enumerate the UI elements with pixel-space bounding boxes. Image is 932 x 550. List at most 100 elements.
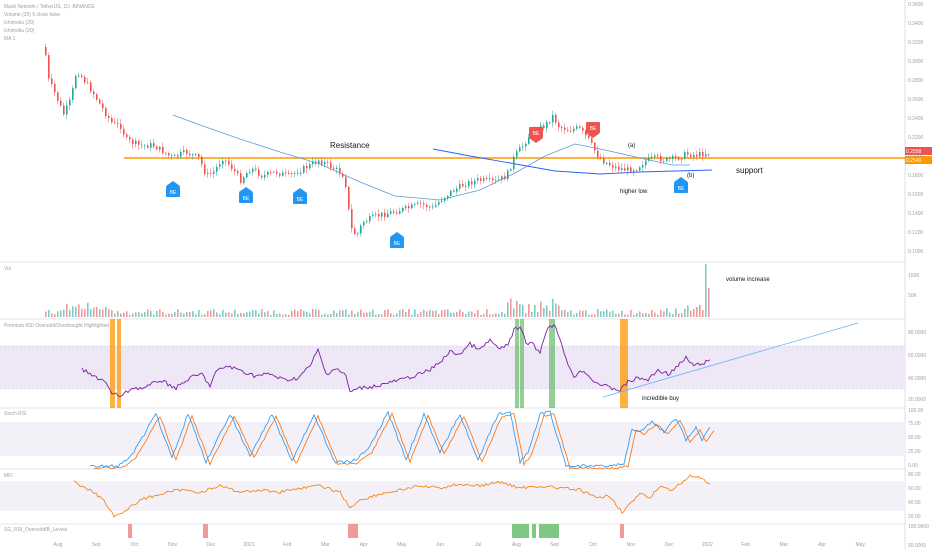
candle — [150, 143, 152, 148]
volume-bar — [675, 308, 677, 317]
badge-buy[interactable]: BE — [166, 181, 180, 197]
candle — [645, 160, 647, 166]
candle — [291, 173, 293, 174]
volume-bar — [474, 313, 476, 317]
stoch-scale-tick: 75.00 — [908, 421, 921, 427]
candle — [216, 166, 218, 172]
volume-bar — [162, 311, 164, 317]
volume-bar — [498, 313, 500, 317]
stoch-scale-tick: 25.00 — [908, 449, 921, 455]
volume-bar — [705, 264, 707, 317]
volume-bar — [156, 310, 158, 317]
candle — [564, 127, 566, 130]
stoch-scale-tick: 0.00 — [908, 463, 918, 469]
volume-bar — [426, 311, 428, 317]
candle — [129, 137, 131, 140]
volume-bar — [207, 310, 209, 317]
volume-bar — [78, 304, 80, 317]
volume-bar — [237, 314, 239, 317]
badge-buy[interactable]: BE — [674, 177, 688, 193]
candle — [393, 211, 395, 213]
candle — [189, 153, 191, 156]
volume-bar — [702, 309, 704, 317]
time-axis-tick: Dec — [206, 542, 215, 548]
volume-bar — [111, 310, 113, 317]
rsi-scale-tick: 60.0000 — [908, 353, 926, 359]
rsi-scale-tick: 80.0000 — [908, 330, 926, 336]
badge-buy[interactable]: BE — [239, 187, 253, 203]
time-axis-tick: Nov — [627, 542, 636, 548]
volume-bar — [594, 314, 596, 317]
price-scale-tick: 0.1400 — [908, 211, 924, 217]
candle — [633, 170, 635, 173]
rsi-trendline[interactable] — [602, 322, 859, 398]
price-scale-tick: 0.2000 — [908, 154, 924, 160]
oversold-highlight — [110, 319, 115, 408]
badge-buy[interactable]: BE — [293, 188, 307, 204]
volume-bar — [315, 309, 317, 317]
badge-sell[interactable]: BE — [529, 127, 543, 143]
candle — [660, 155, 662, 162]
volume-bar — [519, 304, 521, 317]
volume-bar — [366, 312, 368, 317]
volume-bar — [351, 310, 353, 317]
candle — [576, 126, 578, 129]
badge-sell[interactable]: BE — [586, 122, 600, 138]
candle — [504, 176, 506, 180]
candle — [654, 155, 656, 157]
badge-buy[interactable]: BE — [390, 232, 404, 248]
volume-bar — [585, 310, 587, 317]
candle — [369, 216, 371, 222]
time-axis-tick: Feb — [741, 542, 750, 548]
volume-bar — [627, 314, 629, 317]
time-axis-tick: Oct — [131, 542, 139, 548]
time-axis-tick: May — [855, 542, 865, 548]
signal-scale-tick: 100.0000 — [908, 524, 929, 530]
volume-bar — [414, 309, 416, 317]
candle — [231, 164, 233, 169]
candle — [279, 173, 281, 176]
candle — [252, 168, 254, 172]
candle — [381, 212, 383, 217]
volume-bar — [531, 311, 533, 317]
volume-bar — [267, 311, 269, 317]
candle — [351, 209, 353, 229]
volume-bar — [294, 309, 296, 317]
volume-bar — [84, 309, 86, 317]
volume-bar — [501, 311, 503, 317]
volume-bar — [309, 313, 311, 317]
volume-bar — [666, 308, 668, 317]
volume-bar — [582, 310, 584, 317]
volume-bar — [651, 309, 653, 317]
candle — [705, 154, 707, 157]
candle — [606, 162, 608, 164]
signal-bar — [512, 524, 529, 538]
candle — [276, 171, 278, 174]
price-scale-tick: 0.3400 — [908, 21, 924, 27]
candle — [117, 122, 119, 124]
candle — [360, 225, 362, 234]
candle — [555, 114, 557, 123]
volume-bar — [396, 313, 398, 317]
legend-line: Ichimoku (20) — [4, 20, 35, 26]
volume-bar — [534, 305, 536, 317]
volume-bar — [213, 309, 215, 317]
volume-bar — [246, 312, 248, 317]
candle — [228, 160, 230, 165]
volume-bar — [360, 309, 362, 317]
stoch-pane-title: Stoch RSI — [4, 411, 27, 417]
volume-bar — [48, 309, 50, 317]
resistance-label: Resistance — [330, 141, 370, 150]
candle — [414, 203, 416, 205]
volume-bar — [363, 312, 365, 317]
price-scale-tick: 0.2800 — [908, 78, 924, 84]
candle — [567, 129, 569, 131]
volume-bar — [684, 308, 686, 317]
time-axis-tick: Sep — [92, 542, 101, 548]
candle — [546, 121, 548, 129]
volume-bar — [144, 312, 146, 317]
candle — [498, 179, 500, 181]
candle — [687, 152, 689, 155]
volume-bar — [369, 311, 371, 317]
